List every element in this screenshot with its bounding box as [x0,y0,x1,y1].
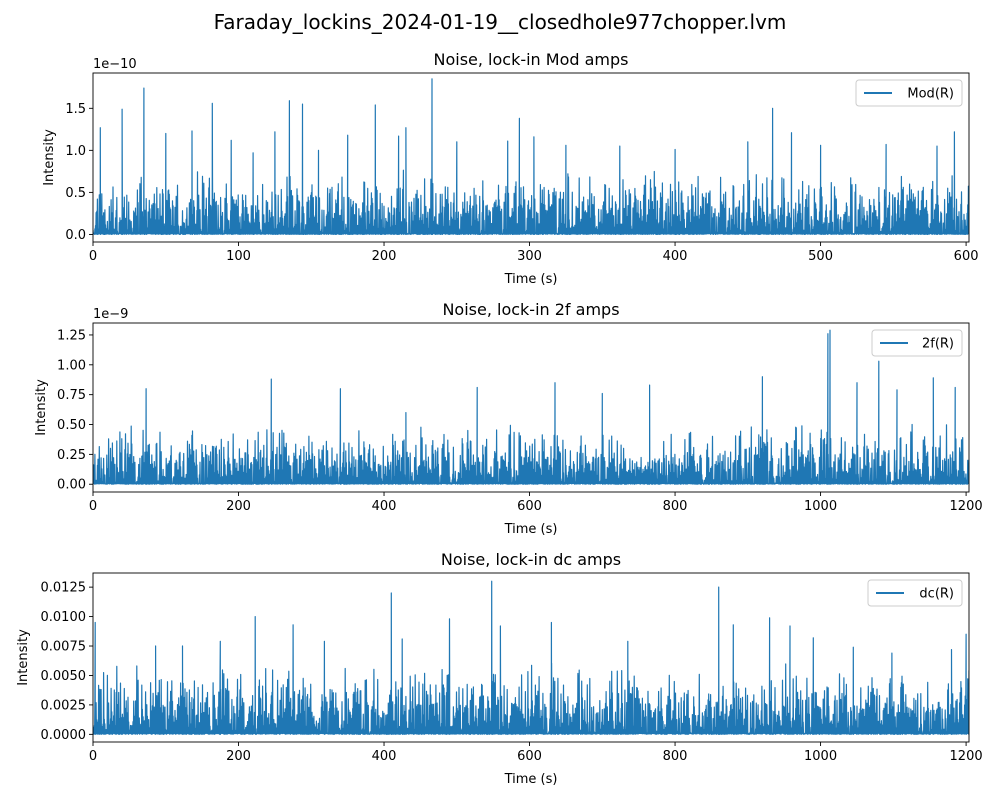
legend-box [871,329,963,357]
y-tick-label: 0.0025 [41,698,87,713]
axes-frame [92,72,970,243]
y-tick-label: 1.0 [65,144,86,159]
y-tick-label: 0.0100 [41,610,87,625]
x-tick-label: 200 [226,499,251,514]
y-tick-label: 0.0125 [41,581,87,596]
x-axis-label: Time (s) [504,522,558,537]
x-tick-label: 0 [89,499,97,514]
subplot-1: 0 100 200 300 400 500 600 0.0 0.5 1.0 1.5 Noise, lo… [42,50,979,287]
subplot-2: 0 200 400 600 800 1000 1200 0.00 0.25 0.50 0.75 1.0… [34,300,983,537]
legend-label: Mod(R) [907,87,954,102]
x-tick-label: 400 [372,499,397,514]
y-axis-label: Intensity [42,129,57,186]
x-tick-label: 100 [226,249,251,264]
y-axis-label: Intensity [34,379,49,436]
subplot-title: Noise, lock-in Mod amps [433,50,628,69]
figure-title: Faraday_lockins_2024-01-19__closedhole97… [213,10,787,34]
y-offset-text: 1e−10 [93,57,137,72]
x-tick-label: 400 [663,249,688,264]
y-axis-label: Intensity [16,629,31,686]
axes-frame [92,322,970,493]
y-tick-label: 0.0 [65,228,86,243]
y-tick-label: 0.0000 [41,728,87,743]
legend: 2f(R) [871,329,963,357]
y-tick-label: 1.25 [57,328,86,343]
x-axis-label: Time (s) [504,272,558,287]
x-tick-label: 500 [808,249,833,264]
legend-label: 2f(R) [922,337,954,352]
y-tick-label: 0.50 [57,418,86,433]
x-tick-label: 600 [517,499,542,514]
x-tick-label: 800 [663,499,688,514]
subplot-title: Noise, lock-in 2f amps [442,300,619,319]
x-tick-label: 400 [372,749,397,764]
series-line-2f(R) [93,329,969,485]
x-tick-label: 0 [89,749,97,764]
y-tick-label: 0.5 [65,186,86,201]
x-axis-label: Time (s) [504,772,558,787]
legend-box [855,79,963,107]
y-tick-label: 0.0050 [41,669,87,684]
y-tick-label: 0.25 [57,448,86,463]
y-tick-label: 0.75 [57,388,86,403]
y-tick-label: 0.0075 [41,640,87,655]
y-tick-label: 1.5 [65,102,86,117]
legend-label: dc(R) [919,587,954,602]
y-tick-label: 0.00 [57,478,86,493]
x-tick-label: 200 [226,749,251,764]
x-tick-label: 1200 [950,499,983,514]
legend: dc(R) [867,579,963,607]
legend: Mod(R) [855,79,963,107]
x-tick-label: 0 [89,249,97,264]
subplot-3: 0 200 400 600 800 1000 1200 0.0000 0.0025 0.0050 0… [16,550,983,787]
x-tick-label: 1000 [804,749,837,764]
subplot-title: Noise, lock-in dc amps [441,550,621,569]
y-offset-text: 1e−9 [93,307,128,322]
x-tick-label: 1000 [804,499,837,514]
series-line-dc(R) [93,580,969,735]
axes-frame [92,572,970,743]
x-tick-label: 800 [663,749,688,764]
x-tick-label: 1200 [950,749,983,764]
x-tick-label: 600 [954,249,979,264]
series-line-Mod(R) [93,78,969,235]
x-tick-label: 600 [517,749,542,764]
legend-box [867,579,963,607]
y-tick-label: 1.00 [57,358,86,373]
x-tick-label: 300 [517,249,542,264]
x-tick-label: 200 [372,249,397,264]
